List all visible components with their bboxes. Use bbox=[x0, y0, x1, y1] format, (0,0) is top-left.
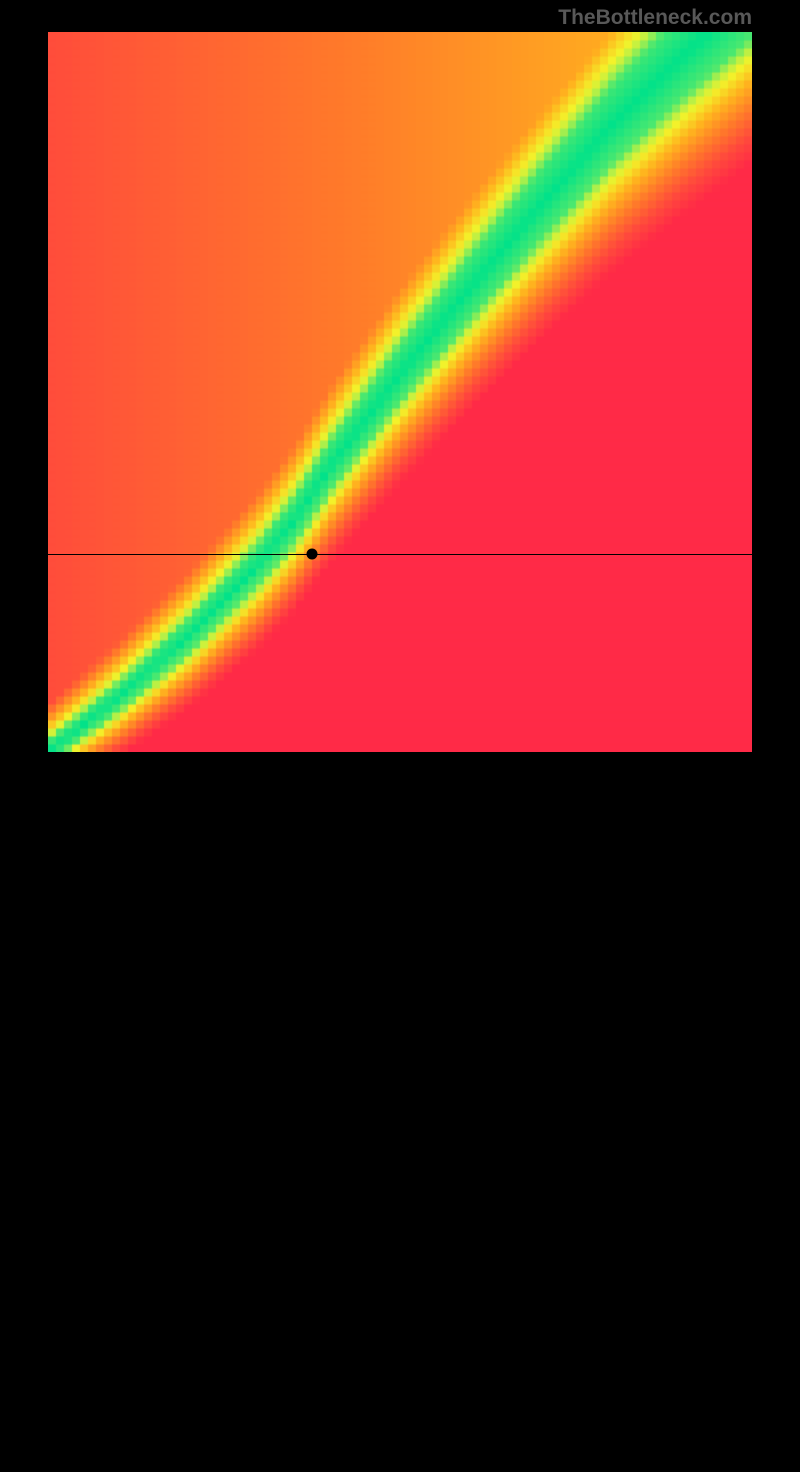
heatmap-plot-area bbox=[48, 32, 752, 752]
crosshair-vertical bbox=[312, 752, 313, 1472]
watermark-text: TheBottleneck.com bbox=[558, 6, 752, 30]
crosshair-horizontal bbox=[48, 554, 752, 555]
heatmap-canvas bbox=[48, 32, 752, 752]
crosshair-dot bbox=[307, 549, 318, 560]
